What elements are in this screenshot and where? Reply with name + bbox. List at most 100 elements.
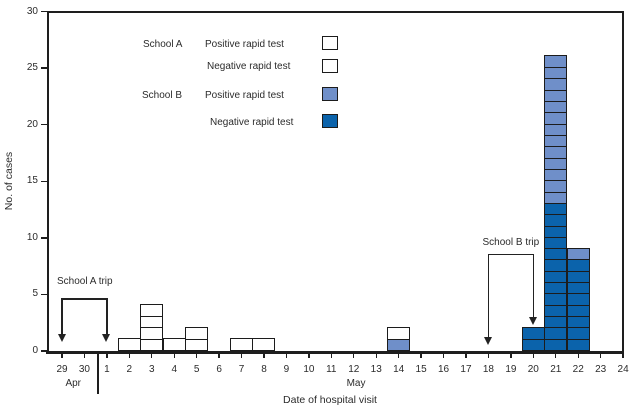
arrow-down-icon — [528, 317, 537, 326]
bar-cell-b_pos — [544, 55, 568, 69]
bar-cell-b_neg — [544, 213, 568, 227]
y-tick — [40, 293, 48, 296]
legend-group-school-a: School A — [143, 39, 183, 50]
x-tick-label: 13 — [370, 363, 382, 375]
bar-cell-a_neg — [185, 338, 209, 351]
x-tick — [577, 353, 579, 359]
x-tick — [442, 353, 445, 359]
legend-label-a-positive: Positive rapid test — [205, 39, 284, 50]
x-tick — [61, 353, 63, 359]
legend-swatch-b-positive-icon — [322, 87, 338, 101]
x-tick — [420, 353, 422, 359]
y-tick — [40, 237, 48, 239]
annotation-arrow-line — [106, 298, 108, 335]
x-tick-label: 16 — [437, 363, 450, 375]
bar-cell-a_pos — [185, 326, 209, 340]
y-tick — [40, 67, 48, 69]
x-tick-label: 21 — [550, 363, 562, 375]
x-tick-label: 3 — [148, 363, 155, 375]
legend-swatch-a-positive-icon — [322, 36, 338, 50]
legend-label-a-negative: Negative rapid test — [207, 61, 291, 72]
x-tick — [263, 353, 265, 359]
bar-cell-b_pos — [387, 338, 411, 351]
bar-cell-b_neg — [566, 338, 590, 351]
x-tick — [599, 353, 602, 359]
x-tick-label: 29 — [56, 363, 68, 375]
bar-cell-a_pos — [252, 338, 276, 351]
legend-swatch-b-negative-icon — [322, 114, 338, 128]
legend-swatch-a-negative-icon — [322, 59, 338, 73]
bar-cell-b_neg — [544, 304, 568, 318]
annotation-arrow-line — [487, 253, 490, 338]
annotation-label: School A trip — [57, 276, 113, 288]
x-tick — [128, 353, 131, 359]
annotation-bracket — [61, 298, 108, 300]
x-tick-label: 20 — [527, 363, 539, 375]
bar-cell-b_neg — [566, 258, 590, 272]
x-tick — [330, 353, 333, 359]
y-tick — [40, 10, 48, 13]
x-tick — [218, 353, 220, 359]
bar-cell-b_pos — [544, 123, 568, 136]
month-label: May — [346, 377, 366, 389]
y-tick — [40, 123, 48, 126]
bar-cell-a_pos — [140, 315, 164, 329]
y-tick-label: 30 — [26, 5, 38, 17]
bar-cell-b_neg — [544, 281, 568, 295]
bar-cell-b_pos — [544, 179, 568, 193]
bar-cell-b_neg — [566, 315, 590, 329]
y-tick-label: 20 — [26, 118, 38, 130]
x-tick-label: 6 — [216, 363, 222, 375]
bar-cell-b_neg — [544, 270, 568, 284]
x-tick — [151, 353, 153, 359]
x-tick-label: 2 — [126, 363, 133, 375]
month-separator — [97, 353, 99, 394]
bar-cell-b_neg — [544, 202, 568, 216]
x-tick-label: 30 — [78, 363, 90, 375]
x-tick-label: 19 — [505, 363, 517, 375]
y-axis-line — [46, 11, 49, 354]
legend-label-b-negative: Negative rapid test — [210, 117, 294, 128]
bar-cell-b_neg — [544, 292, 568, 306]
bar-cell-b_neg — [544, 247, 568, 261]
month-label: Apr — [65, 377, 81, 389]
bar-cell-b_neg — [544, 315, 568, 329]
x-tick — [510, 353, 512, 359]
x-tick — [285, 353, 288, 359]
bar-cell-b_neg — [566, 270, 590, 284]
x-tick — [353, 353, 355, 359]
bar-cell-b_pos — [544, 190, 568, 204]
bar-cell-b_pos — [544, 77, 568, 91]
x-tick-label: 7 — [238, 363, 245, 375]
x-tick-label: 24 — [617, 363, 629, 375]
arrow-down-icon — [102, 334, 111, 343]
bar-cell-a_pos — [140, 304, 164, 318]
x-tick — [397, 353, 400, 359]
x-tick — [555, 353, 557, 359]
x-axis-line — [46, 351, 624, 354]
bar-cell-b_pos — [544, 145, 568, 159]
bar-cell-b_neg — [566, 326, 590, 340]
x-tick — [622, 353, 624, 359]
x-tick — [106, 353, 108, 359]
bar-cell-b_neg — [566, 304, 590, 318]
plot-right-border — [621, 11, 624, 354]
annotation-arrow-line — [532, 253, 535, 318]
annotation-arrow-line — [61, 298, 63, 335]
bar-cell-b_neg — [544, 338, 568, 351]
bar-cell-b_pos — [544, 89, 568, 103]
x-tick-label: 22 — [572, 363, 584, 375]
annotation-label: School B trip — [482, 236, 540, 248]
bar-cell-a_pos — [230, 338, 254, 351]
x-tick — [532, 353, 534, 359]
bar-cell-b_neg — [521, 326, 545, 340]
x-tick — [240, 353, 243, 359]
bar-cell-b_pos — [544, 168, 568, 182]
bar-cell-b_neg — [566, 292, 590, 306]
x-tick-label: 1 — [104, 363, 110, 375]
bar-cell-b_pos — [544, 134, 568, 148]
x-tick-label: 11 — [326, 363, 337, 375]
annotation-bracket — [487, 253, 535, 256]
bar-cell-b_pos — [544, 66, 568, 80]
bar-cell-b_neg — [544, 326, 568, 340]
